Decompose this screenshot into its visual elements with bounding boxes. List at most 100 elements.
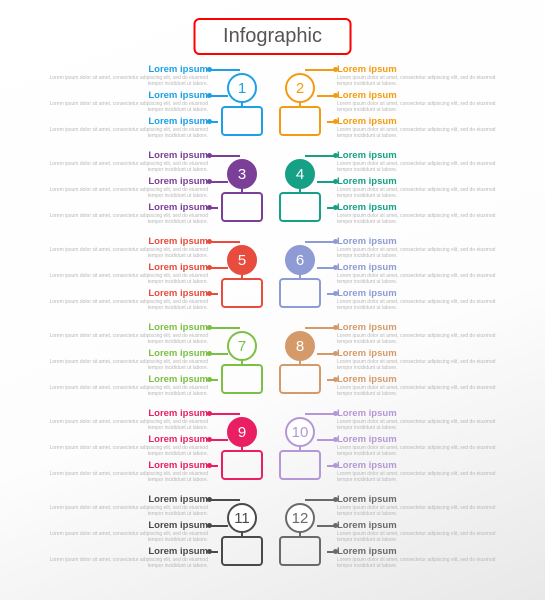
- connector-dot: [333, 463, 338, 468]
- step-box: [279, 364, 321, 394]
- connector-dot: [333, 153, 338, 158]
- item-title: Lorem ipsum: [337, 374, 507, 385]
- step-box: [279, 450, 321, 480]
- step-circle: 7: [227, 331, 257, 361]
- step-circle: 12: [285, 503, 315, 533]
- text-item: Lorem ipsumLorem ipsum dolor sit amet, c…: [337, 150, 507, 176]
- connector-dot: [207, 325, 212, 330]
- text-item: Lorem ipsumLorem ipsum dolor sit amet, c…: [38, 408, 208, 434]
- item-body: Lorem ipsum dolor sit amet, consectetur …: [38, 273, 208, 285]
- connector-dot: [207, 179, 212, 184]
- item-body: Lorem ipsum dolor sit amet, consectetur …: [38, 385, 208, 397]
- text-item: Lorem ipsumLorem ipsum dolor sit amet, c…: [38, 348, 208, 374]
- text-item: Lorem ipsumLorem ipsum dolor sit amet, c…: [38, 434, 208, 460]
- item-title: Lorem ipsum: [337, 460, 507, 471]
- item-body: Lorem ipsum dolor sit amet, consectetur …: [38, 127, 208, 139]
- text-item: Lorem ipsumLorem ipsum dolor sit amet, c…: [38, 288, 208, 314]
- text-item: Lorem ipsumLorem ipsum dolor sit amet, c…: [38, 90, 208, 116]
- item-body: Lorem ipsum dolor sit amet, consectetur …: [337, 359, 507, 371]
- infographic-row: 1Lorem ipsumLorem ipsum dolor sit amet, …: [0, 62, 545, 148]
- connector-line: [210, 95, 228, 97]
- connector-dot: [207, 377, 212, 382]
- connector-dot: [333, 205, 338, 210]
- connector-dot: [207, 93, 212, 98]
- text-item: Lorem ipsumLorem ipsum dolor sit amet, c…: [38, 236, 208, 262]
- connector-line: [210, 353, 228, 355]
- item-title: Lorem ipsum: [38, 64, 208, 75]
- item-body: Lorem ipsum dolor sit amet, consectetur …: [38, 333, 208, 345]
- item-body: Lorem ipsum dolor sit amet, consectetur …: [38, 419, 208, 431]
- connector-dot: [207, 463, 212, 468]
- text-column: Lorem ipsum Lorem ipsum dolor sit amet, c…: [337, 494, 507, 572]
- item-body: Lorem ipsum dolor sit amet, consectetur …: [337, 557, 507, 569]
- item-title: Lorem ipsum: [337, 150, 507, 161]
- item-title: Lorem ipsum: [38, 202, 208, 213]
- item-title: Lorem ipsum: [38, 348, 208, 359]
- connector-dot: [207, 119, 212, 124]
- step-circle: 8: [285, 331, 315, 361]
- step-circle: 10: [285, 417, 315, 447]
- text-item: Lorem ipsumLorem ipsum dolor sit amet, c…: [337, 374, 507, 400]
- connector-dot: [207, 205, 212, 210]
- item-title: Lorem ipsum: [38, 408, 208, 419]
- infographic-row: 5Lorem ipsumLorem ipsum dolor sit amet, …: [0, 234, 545, 320]
- item-title: Lorem ipsum: [337, 520, 507, 531]
- connector-line: [210, 413, 240, 415]
- step-box: [221, 278, 263, 308]
- connector-dot: [333, 93, 338, 98]
- connector-dot: [333, 179, 338, 184]
- text-item: Lorem ipsumLorem ipsum dolor sit amet, c…: [337, 236, 507, 262]
- connector-dot: [207, 523, 212, 528]
- item-body: Lorem ipsum dolor sit amet, consectetur …: [38, 101, 208, 113]
- item-body: Lorem ipsum dolor sit amet, consectetur …: [337, 333, 507, 345]
- connector-dot: [207, 351, 212, 356]
- connector-dot: [333, 265, 338, 270]
- item-title: Lorem ipsum: [337, 176, 507, 187]
- step-circle: 6: [285, 245, 315, 275]
- text-item: Lorem ipsumLorem ipsum dolor sit amet, c…: [38, 202, 208, 228]
- item-title: Lorem ipsum: [337, 202, 507, 213]
- step-box: [221, 536, 263, 566]
- item-body: Lorem ipsum dolor sit amet, consectetur …: [38, 161, 208, 173]
- text-item: Lorem ipsumLorem ipsum dolor sit amet, c…: [337, 116, 507, 142]
- item-title: Lorem ipsum: [38, 236, 208, 247]
- connector-dot: [333, 119, 338, 124]
- item-body: Lorem ipsum dolor sit amet, consectetur …: [337, 299, 507, 311]
- item-title: Lorem ipsum: [337, 408, 507, 419]
- connector-dot: [333, 239, 338, 244]
- item-body: Lorem ipsum dolor sit amet, consectetur …: [38, 75, 208, 87]
- text-item: Lorem ipsumLorem ipsum dolor sit amet, c…: [38, 322, 208, 348]
- item-body: Lorem ipsum dolor sit amet, consectetur …: [38, 471, 208, 483]
- item-body: Lorem ipsum dolor sit amet, consectetur …: [337, 273, 507, 285]
- step-circle: 3: [227, 159, 257, 189]
- text-item: Lorem ipsumLorem ipsum dolor sit amet, c…: [337, 460, 507, 486]
- text-item: Lorem ipsumLorem ipsum dolor sit amet, c…: [38, 494, 208, 520]
- step-box: [279, 192, 321, 222]
- item-title: Lorem ipsum: [38, 374, 208, 385]
- item-body: Lorem ipsum dolor sit amet, consectetur …: [337, 385, 507, 397]
- item-body: Lorem ipsum dolor sit amet, consectetur …: [337, 161, 507, 173]
- text-item: Lorem ipsumLorem ipsum dolor sit amet, c…: [337, 494, 507, 520]
- connector-line: [210, 69, 240, 71]
- infographic-row: 11Lorem ipsumLorem ipsum dolor sit amet,…: [0, 492, 545, 578]
- connector-dot: [207, 265, 212, 270]
- text-item: Lorem ipsumLorem ipsum dolor sit amet, c…: [337, 520, 507, 546]
- connector-line: [305, 499, 335, 501]
- connector-line: [305, 155, 335, 157]
- text-item: Lorem ipsumLorem ipsum dolor sit amet, c…: [337, 322, 507, 348]
- step-box: [221, 106, 263, 136]
- text-item: Lorem ipsumLorem ipsum dolor sit amet, c…: [337, 90, 507, 116]
- item-title: Lorem ipsum: [38, 322, 208, 333]
- step-box: [279, 106, 321, 136]
- text-column: Lorem ipsum Lorem ipsum dolor sit amet, c…: [38, 236, 208, 314]
- connector-dot: [333, 291, 338, 296]
- connector-line: [210, 327, 240, 329]
- item-body: Lorem ipsum dolor sit amet, consectetur …: [38, 359, 208, 371]
- item-title: Lorem ipsum: [337, 236, 507, 247]
- item-title: Lorem ipsum: [337, 348, 507, 359]
- item-title: Lorem ipsum: [337, 288, 507, 299]
- connector-dot: [333, 377, 338, 382]
- step-circle: 9: [227, 417, 257, 447]
- text-item: Lorem ipsumLorem ipsum dolor sit amet, c…: [38, 374, 208, 400]
- item-body: Lorem ipsum dolor sit amet, consectetur …: [337, 247, 507, 259]
